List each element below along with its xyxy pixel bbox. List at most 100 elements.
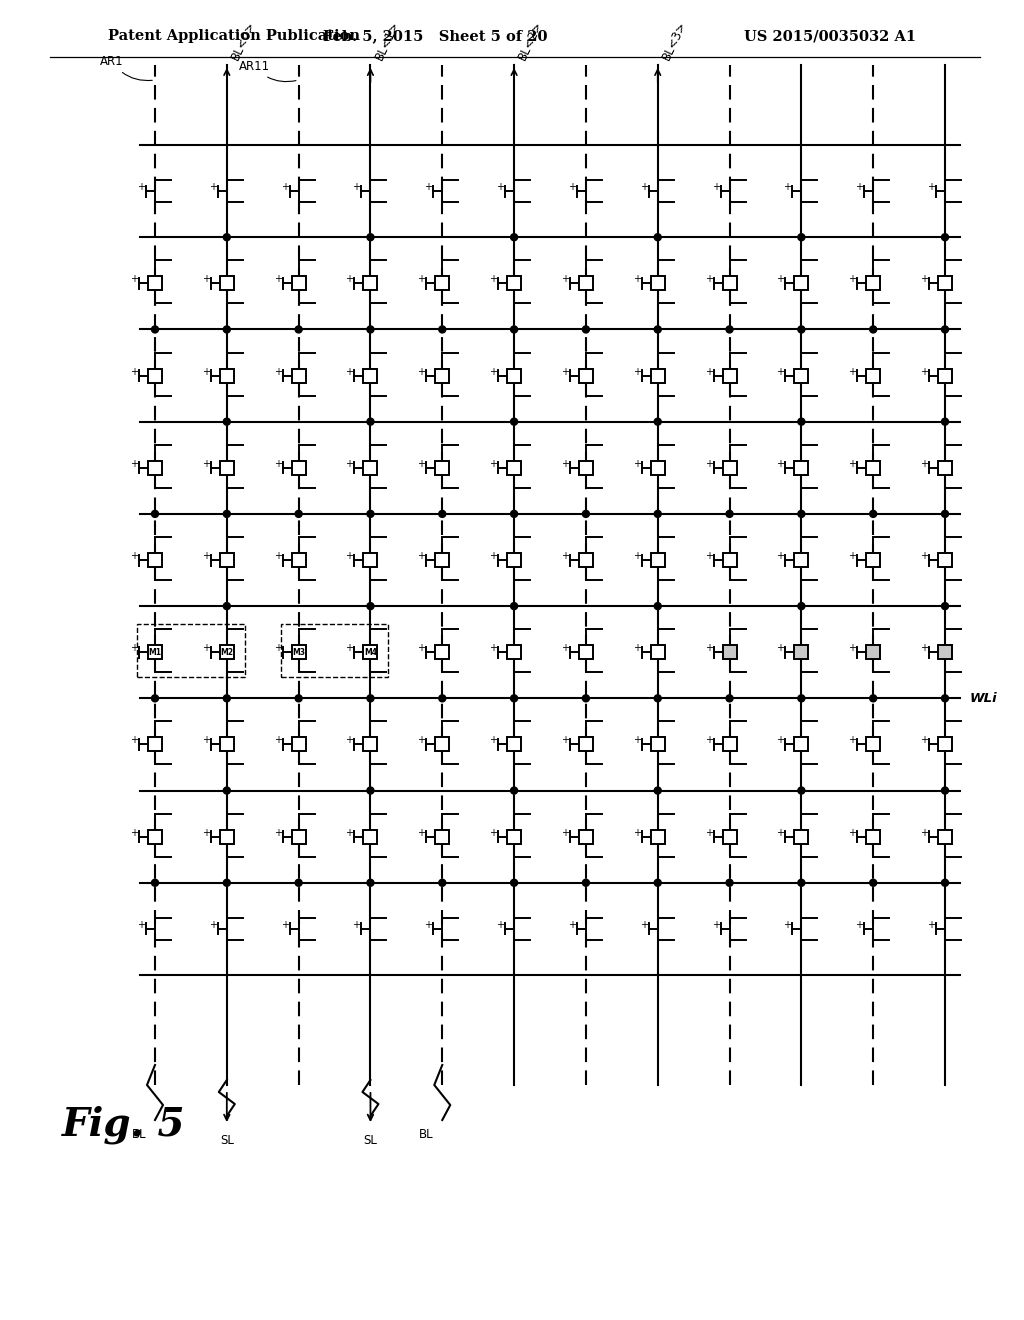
Text: +: + (202, 275, 210, 284)
Text: +: + (345, 550, 353, 561)
Text: M1: M1 (148, 648, 162, 657)
Text: +: + (489, 828, 497, 838)
Text: +: + (130, 459, 138, 469)
Bar (723, 276, 736, 290)
Text: +: + (273, 735, 282, 746)
Circle shape (152, 326, 159, 333)
Circle shape (654, 418, 662, 425)
Text: +: + (776, 550, 784, 561)
Text: +: + (848, 828, 856, 838)
Text: +: + (633, 828, 641, 838)
Circle shape (654, 234, 662, 240)
Bar (220, 368, 233, 383)
Text: +: + (633, 275, 641, 284)
Bar (435, 830, 450, 843)
Bar (866, 553, 881, 568)
Bar (148, 645, 162, 659)
Bar (795, 830, 808, 843)
Text: +: + (496, 182, 504, 193)
Bar (148, 461, 162, 475)
Text: +: + (417, 459, 425, 469)
Text: +: + (705, 459, 713, 469)
Circle shape (798, 787, 805, 795)
Text: +: + (848, 367, 856, 376)
Bar (435, 368, 450, 383)
Text: +: + (561, 459, 569, 469)
Bar (281, 624, 388, 677)
Bar (938, 368, 952, 383)
Bar (795, 645, 808, 659)
Bar (723, 461, 736, 475)
Circle shape (941, 603, 948, 610)
Text: +: + (561, 828, 569, 838)
Circle shape (726, 694, 733, 702)
Bar (220, 738, 233, 751)
Bar (507, 553, 521, 568)
Bar (723, 645, 736, 659)
Text: +: + (712, 182, 720, 193)
Circle shape (223, 879, 230, 886)
Circle shape (798, 418, 805, 425)
Circle shape (583, 326, 590, 333)
Circle shape (367, 603, 374, 610)
Circle shape (941, 694, 948, 702)
Bar (292, 368, 305, 383)
Bar (579, 645, 593, 659)
Circle shape (869, 326, 877, 333)
Circle shape (583, 879, 590, 886)
Circle shape (367, 787, 374, 795)
Text: SL: SL (220, 1134, 233, 1147)
Text: +: + (776, 735, 784, 746)
Bar (507, 645, 521, 659)
Circle shape (511, 511, 517, 517)
Text: +: + (424, 920, 432, 929)
Circle shape (941, 787, 948, 795)
Text: +: + (345, 735, 353, 746)
Text: +: + (202, 550, 210, 561)
Bar (292, 276, 305, 290)
Circle shape (654, 787, 662, 795)
Bar (650, 553, 665, 568)
Text: +: + (633, 735, 641, 746)
Text: +: + (417, 828, 425, 838)
Text: +: + (561, 367, 569, 376)
Text: +: + (273, 828, 282, 838)
Circle shape (367, 694, 374, 702)
Bar (579, 461, 593, 475)
Bar (938, 461, 952, 475)
Circle shape (367, 879, 374, 886)
Circle shape (798, 326, 805, 333)
Bar (137, 624, 245, 677)
Bar (795, 368, 808, 383)
Text: +: + (776, 828, 784, 838)
Bar (579, 830, 593, 843)
Bar (579, 368, 593, 383)
Text: +: + (281, 182, 289, 193)
Bar (866, 830, 881, 843)
Circle shape (798, 879, 805, 886)
Text: BL: BL (132, 1129, 146, 1142)
Text: +: + (776, 275, 784, 284)
Circle shape (295, 326, 302, 333)
Circle shape (223, 326, 230, 333)
Circle shape (726, 326, 733, 333)
Text: +: + (345, 643, 353, 653)
Text: +: + (202, 828, 210, 838)
Circle shape (583, 511, 590, 517)
Text: +: + (705, 643, 713, 653)
Circle shape (438, 694, 445, 702)
Bar (938, 830, 952, 843)
Text: Fig. 5: Fig. 5 (62, 1106, 185, 1144)
Bar (364, 738, 378, 751)
Text: +: + (202, 459, 210, 469)
Text: +: + (273, 275, 282, 284)
Text: +: + (561, 275, 569, 284)
Bar (148, 368, 162, 383)
Text: +: + (705, 735, 713, 746)
Circle shape (941, 234, 948, 240)
Circle shape (869, 511, 877, 517)
Text: +: + (568, 920, 575, 929)
Circle shape (152, 694, 159, 702)
Bar (795, 738, 808, 751)
Bar (364, 645, 378, 659)
